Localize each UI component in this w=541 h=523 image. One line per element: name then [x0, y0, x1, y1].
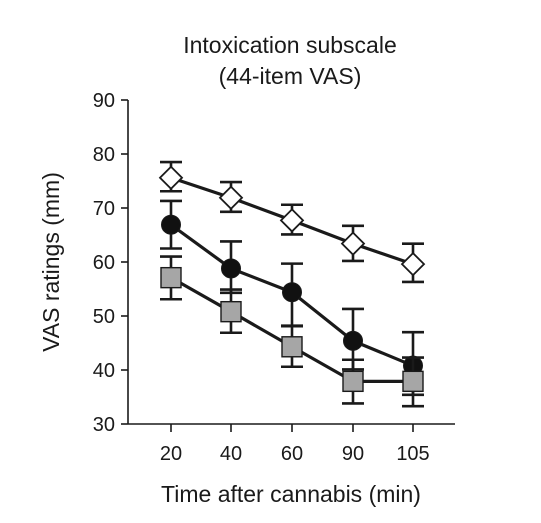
y-tick-label: 50: [93, 306, 115, 328]
data-point-square: [220, 300, 242, 323]
y-axis: 30 40 50 60 70 80 90: [93, 90, 129, 436]
x-tick-label: 20: [160, 443, 182, 465]
data-point-circle: [161, 214, 181, 235]
data-point-square: [160, 266, 182, 289]
chart-subtitle: (44-item VAS): [219, 63, 362, 89]
x-tick-label: 40: [220, 443, 242, 465]
y-axis-label: VAS ratings (mm): [38, 172, 64, 352]
y-tick-label: 60: [93, 252, 115, 274]
y-tick-label: 40: [93, 360, 115, 382]
x-tick-label: 90: [342, 443, 364, 465]
x-tick-label: 105: [396, 443, 429, 465]
data-point-diamond: [158, 165, 184, 191]
data-point-circle: [282, 282, 302, 303]
y-tick-label: 80: [93, 144, 115, 166]
data-point-diamond: [279, 208, 305, 233]
x-axis-label: Time after cannabis (min): [161, 481, 421, 507]
series-square-gray: [160, 255, 424, 408]
data-point-circle: [343, 330, 363, 351]
data-point-diamond: [400, 251, 426, 277]
y-tick-label: 90: [93, 90, 115, 112]
y-tick-label: 70: [93, 198, 115, 220]
data-point-circle: [221, 258, 241, 279]
x-tick-label: 60: [281, 443, 303, 465]
data-point-square: [402, 370, 424, 393]
series-diamond-open: [158, 160, 426, 284]
x-axis: 20 40 60 90 105: [128, 423, 455, 465]
series-circle-filled: [160, 199, 424, 397]
chart-title: Intoxication subscale: [183, 32, 397, 58]
data-point-square: [342, 370, 364, 393]
y-tick-label: 30: [93, 414, 115, 436]
data-point-diamond: [218, 185, 244, 211]
series-layer: [158, 160, 426, 408]
data-point-diamond: [340, 231, 366, 256]
data-point-square: [281, 336, 303, 358]
